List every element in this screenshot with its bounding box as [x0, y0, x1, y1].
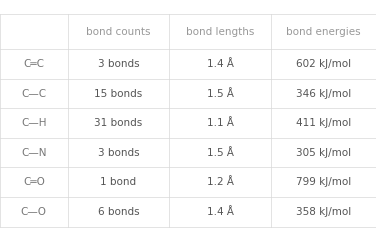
Text: 799 kJ/mol: 799 kJ/mol [296, 177, 351, 187]
Text: 1.4 Å: 1.4 Å [206, 59, 233, 69]
Text: C—H: C—H [21, 118, 47, 128]
Text: 346 kJ/mol: 346 kJ/mol [296, 89, 351, 99]
Text: C—N: C—N [21, 148, 47, 158]
Text: 3 bonds: 3 bonds [98, 59, 139, 69]
Text: 1.4 Å: 1.4 Å [206, 207, 233, 217]
Text: bond counts: bond counts [86, 27, 151, 37]
Text: 411 kJ/mol: 411 kJ/mol [296, 118, 351, 128]
Text: 602 kJ/mol: 602 kJ/mol [296, 59, 351, 69]
Text: bond energies: bond energies [286, 27, 361, 37]
Text: 1.1 Å: 1.1 Å [206, 118, 233, 128]
Text: 3 bonds: 3 bonds [98, 148, 139, 158]
Text: 1.5 Å: 1.5 Å [206, 148, 233, 158]
Text: C—O: C—O [21, 207, 47, 217]
Text: 15 bonds: 15 bonds [94, 89, 143, 99]
Text: 1.5 Å: 1.5 Å [206, 89, 233, 99]
Text: 1 bond: 1 bond [100, 177, 136, 187]
Text: C═C: C═C [23, 59, 44, 69]
Text: 31 bonds: 31 bonds [94, 118, 143, 128]
Text: 358 kJ/mol: 358 kJ/mol [296, 207, 351, 217]
Text: C═O: C═O [23, 177, 45, 187]
Text: C—C: C—C [21, 89, 46, 99]
Text: bond lengths: bond lengths [186, 27, 254, 37]
Text: 6 bonds: 6 bonds [98, 207, 139, 217]
Text: 1.2 Å: 1.2 Å [206, 177, 233, 187]
Text: 305 kJ/mol: 305 kJ/mol [296, 148, 351, 158]
